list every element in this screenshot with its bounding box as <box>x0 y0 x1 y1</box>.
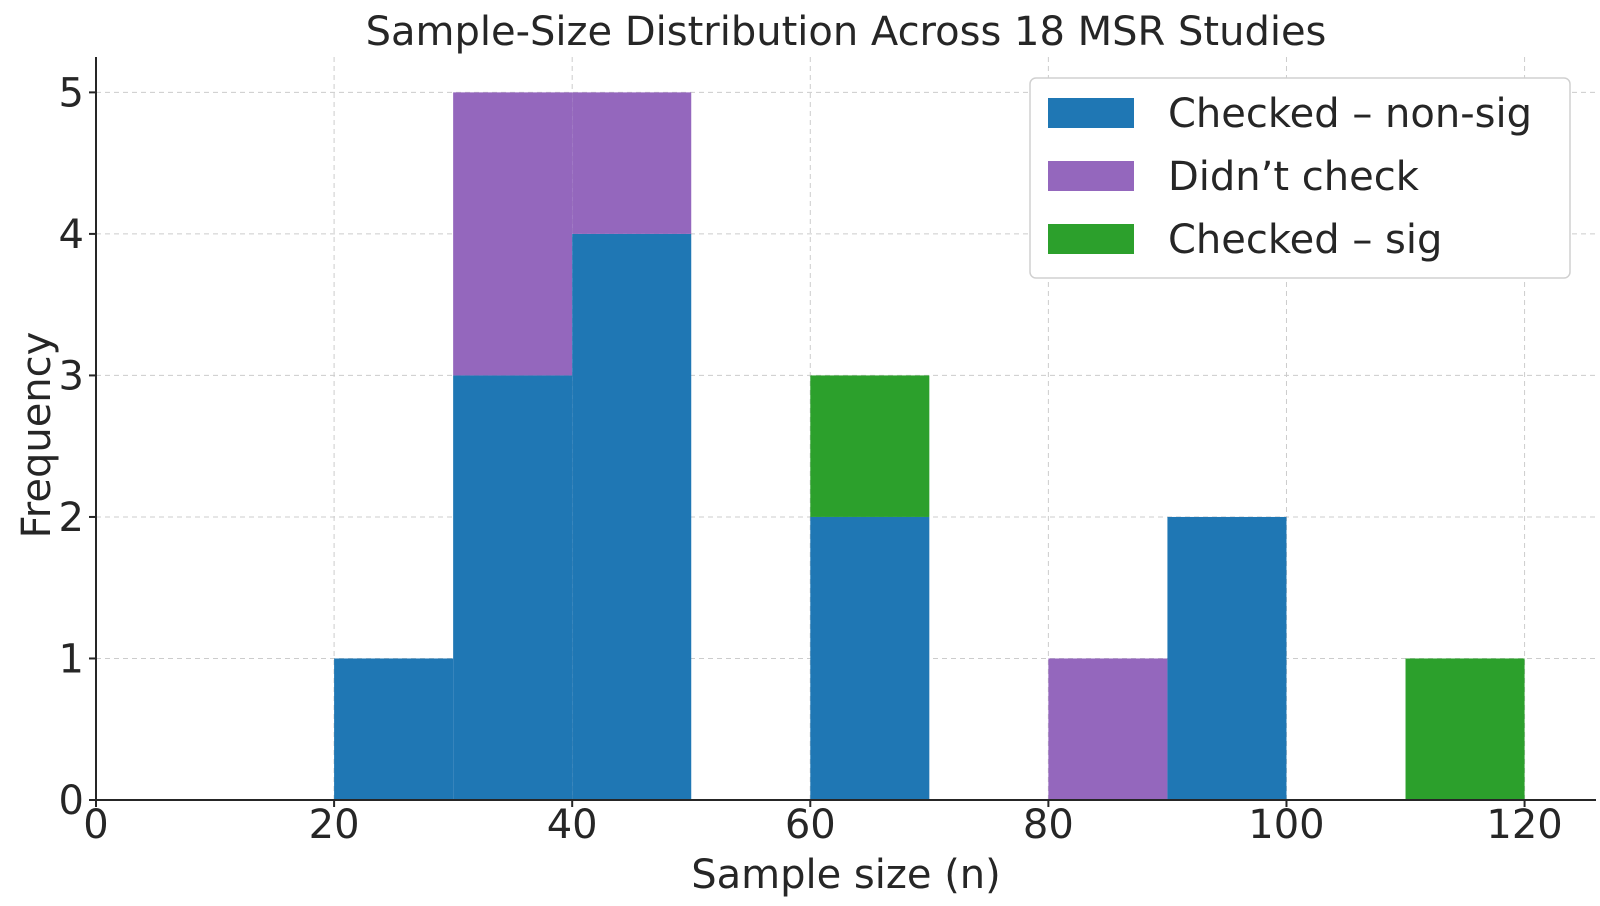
y-tick-label: 2 <box>59 495 84 541</box>
x-tick-label: 120 <box>1486 802 1562 848</box>
legend-label-checked-non-sig: Checked – non-sig <box>1168 91 1532 137</box>
legend: Checked – non-sig Didn’t check Checked – s… <box>1029 77 1571 279</box>
y-axis-label: Frequency <box>14 332 60 539</box>
x-tick-label: 100 <box>1248 802 1324 848</box>
legend-label-checked-sig: Checked – sig <box>1168 217 1442 263</box>
legend-swatch-didn-t-check <box>1048 161 1134 191</box>
bar-checked-non-sig-20-30 <box>334 658 454 800</box>
bar-didn-t-check-30-40 <box>453 92 573 376</box>
y-tick-label: 5 <box>59 70 84 116</box>
bar-didn-t-check-40-50 <box>572 92 692 234</box>
legend-box <box>1029 77 1571 279</box>
x-axis-label: Sample size (n) <box>691 852 1001 898</box>
y-tick-label: 0 <box>59 778 84 824</box>
x-tick-label: 0 <box>83 802 108 848</box>
x-tick-label: 40 <box>547 802 598 848</box>
x-tick-label: 80 <box>1023 802 1074 848</box>
y-tick-label: 3 <box>59 353 84 399</box>
legend-label-didn-t-check: Didn’t check <box>1168 154 1420 200</box>
bar-checked-sig-60-70 <box>810 375 930 517</box>
bar-checked-non-sig-40-50 <box>572 233 692 800</box>
bar-checked-non-sig-30-40 <box>453 375 573 800</box>
chart-title: Sample-Size Distribution Across 18 MSR S… <box>366 9 1327 55</box>
bar-checked-non-sig-60-70 <box>810 516 930 800</box>
bar-checked-non-sig-90-100 <box>1167 516 1287 800</box>
legend-swatch-checked-sig <box>1048 224 1134 254</box>
ticks-group: 0 20 40 60 80 100 120 0 1 2 3 4 5 <box>59 70 1563 848</box>
x-tick-label: 60 <box>785 802 836 848</box>
bar-didn-t-check-80-90 <box>1048 658 1168 800</box>
legend-swatch-checked-non-sig <box>1048 98 1134 128</box>
bar-checked-sig-110-120 <box>1405 658 1525 800</box>
axes-group <box>95 57 1596 801</box>
x-tick-label: 20 <box>309 802 360 848</box>
y-tick-label: 4 <box>59 212 84 258</box>
y-tick-label: 1 <box>59 636 84 682</box>
bars-group <box>334 92 1525 800</box>
